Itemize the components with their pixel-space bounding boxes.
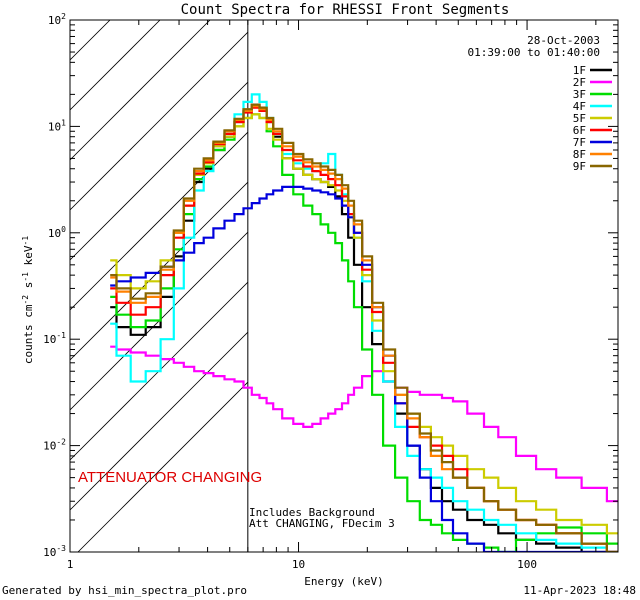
legend-label-2F: 2F — [573, 76, 586, 89]
x-tick-label: 10 — [292, 558, 305, 571]
hatch-line — [70, 20, 161, 111]
series-9F-line — [110, 103, 618, 552]
y-label-part: counts cm — [22, 304, 35, 364]
hatch-line — [70, 31, 249, 211]
y-label-part: s — [22, 282, 35, 295]
footer-generator: Generated by hsi_min_spectra_plot.pro — [2, 584, 247, 597]
hatch-line — [77, 381, 249, 552]
y-label-part: keV — [22, 245, 35, 272]
time-range-label: 01:39:00 to 01:40:00 — [468, 46, 600, 59]
chart-title: Count Spectra for RHESSI Front Segments — [181, 2, 510, 18]
series-5F-line — [110, 113, 618, 535]
hatch-line — [70, 131, 249, 311]
legend-label-5F: 5F — [573, 112, 586, 125]
legend-label-7F: 7F — [573, 136, 586, 149]
hatch-line — [70, 81, 249, 261]
legend-label-1F: 1F — [573, 64, 586, 77]
y-label-exp: -1 — [21, 272, 30, 282]
y-axis-label: counts cm-2 s-1 keV-1 — [21, 236, 35, 364]
legend-label-9F: 9F — [573, 160, 586, 173]
hatch-line — [70, 20, 111, 61]
y-tick-label: 101 — [48, 118, 66, 133]
y-tick-label: 102 — [48, 12, 66, 27]
legend-label-6F: 6F — [573, 124, 586, 137]
series-2F-line — [110, 345, 618, 503]
y-tick-label: 10-2 — [43, 438, 66, 453]
background-note: Includes Background — [249, 506, 375, 519]
footer-date: 11-Apr-2023 18:48 — [523, 584, 636, 597]
hatch-line — [70, 20, 211, 161]
hatch-line — [70, 331, 249, 511]
x-tick-label: 100 — [517, 558, 537, 571]
attenuator-state-note: Att CHANGING, FDecim 3 — [249, 517, 395, 530]
plot-frame — [69, 19, 619, 553]
y-label-exp: -1 — [21, 236, 30, 246]
y-label-exp: -2 — [21, 295, 30, 305]
series-group — [110, 93, 618, 552]
series-7F-line — [110, 185, 618, 552]
y-tick-label: 10-1 — [43, 331, 66, 346]
legend-label-8F: 8F — [573, 148, 586, 161]
hatch-line — [70, 181, 249, 361]
axis-ticks: 1 10 100 10-3 10-2 10-1 100 101 102 — [43, 12, 618, 571]
date-label: 28-Oct-2003 — [527, 34, 600, 47]
series-4F-line — [110, 93, 618, 552]
y-tick-label: 10-3 — [43, 544, 66, 559]
legend-label-4F: 4F — [573, 100, 586, 113]
legend-label-3F: 3F — [573, 88, 586, 101]
x-axis-label: Energy (keV) — [304, 575, 383, 588]
y-tick-label: 100 — [48, 225, 66, 240]
x-tick-label: 1 — [67, 558, 74, 571]
attenuator-note: ATTENUATOR CHANGING — [78, 469, 262, 486]
